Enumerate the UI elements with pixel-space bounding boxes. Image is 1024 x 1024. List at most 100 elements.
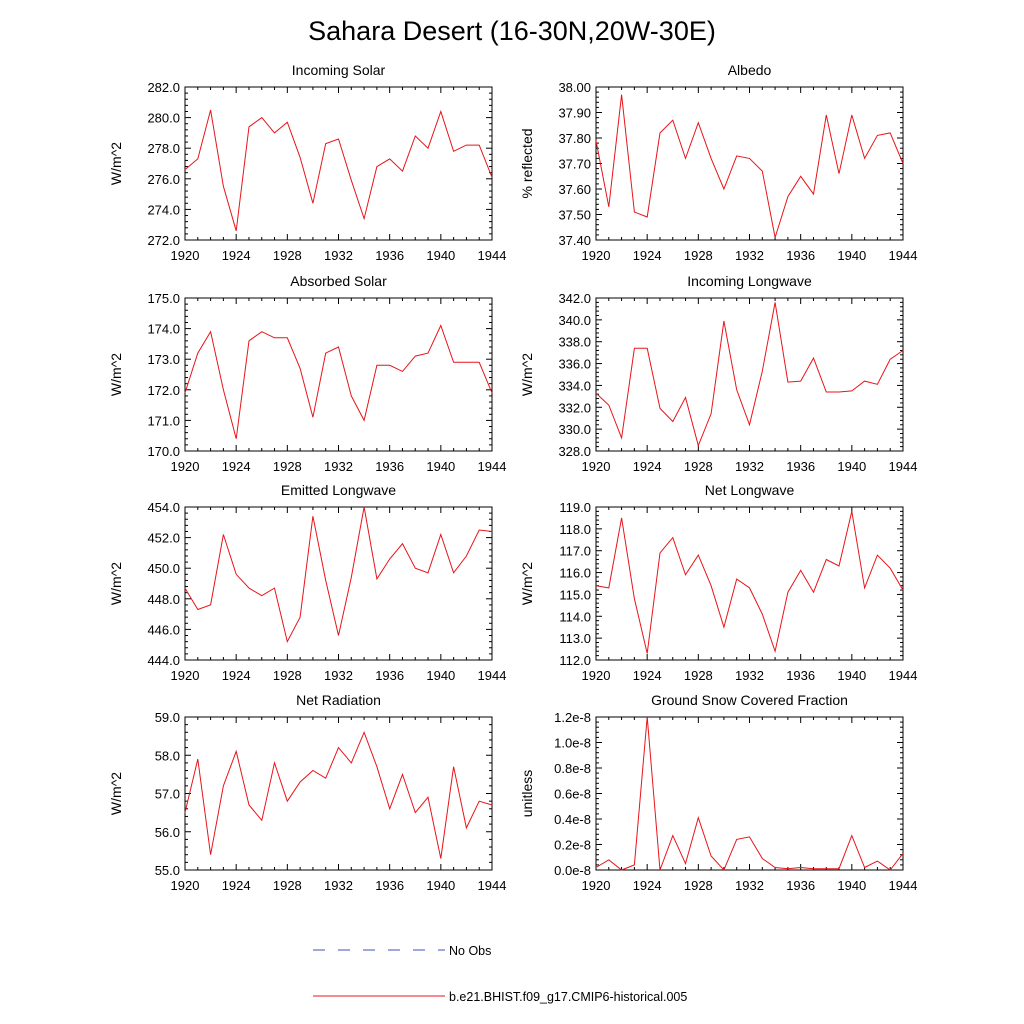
data-point-emitted-longwave (248, 587, 250, 589)
x-tick-label-absorbed-solar: 1932 (324, 459, 353, 474)
y-tick-label-albedo: 37.90 (558, 106, 591, 121)
x-tick-label-emitted-longwave: 1924 (222, 668, 251, 683)
data-point-emitted-longwave (287, 641, 289, 643)
y-tick-label-net-longwave: 113.0 (559, 631, 591, 646)
data-point-emitted-longwave (427, 572, 429, 574)
y-axis-label-absorbed-solar: W/m^2 (108, 353, 124, 396)
y-tick-label-absorbed-solar: 173.0 (147, 352, 180, 367)
data-point-absorbed-solar (427, 352, 429, 354)
plot-frame-albedo (595, 86, 904, 241)
data-point-albedo (595, 140, 597, 142)
data-point-net-longwave (659, 552, 661, 554)
data-point-incoming-longwave (710, 413, 712, 415)
data-point-emitted-longwave (184, 587, 186, 589)
data-point-net-radiation (325, 777, 327, 779)
data-point-incoming-longwave (608, 404, 610, 406)
series-line-ground-snow-covered-fraction (595, 716, 904, 871)
data-point-ground-snow-covered-fraction (902, 853, 904, 855)
y-tick-label-emitted-longwave: 448.0 (147, 592, 180, 607)
data-point-incoming-solar (363, 218, 365, 220)
x-tick-label-incoming-longwave: 1932 (735, 459, 764, 474)
data-point-incoming-longwave (723, 320, 725, 322)
data-point-emitted-longwave (261, 595, 263, 597)
data-point-incoming-longwave (749, 424, 751, 426)
data-point-emitted-longwave (197, 609, 199, 611)
panel-incoming-longwave: Incoming Longwave W/m^2 1920 1924 1928 1932 19… (519, 273, 917, 474)
data-point-net-radiation (338, 747, 340, 749)
x-tick-label-albedo: 1944 (889, 248, 918, 263)
y-tick-label-emitted-longwave: 454.0 (147, 500, 180, 515)
panel-title-ground-snow-covered-fraction: Ground Snow Covered Fraction (651, 692, 848, 708)
x-tick-label-emitted-longwave: 1944 (478, 668, 507, 683)
y-tick-label-absorbed-solar: 174.0 (147, 322, 180, 337)
data-point-net-radiation (350, 762, 352, 764)
data-point-net-longwave (825, 559, 827, 561)
data-point-albedo (736, 155, 738, 157)
data-point-ground-snow-covered-fraction (723, 869, 725, 871)
data-point-albedo (877, 135, 879, 137)
data-point-incoming-longwave (838, 391, 840, 393)
x-tick-label-incoming-longwave: 1920 (582, 459, 611, 474)
y-tick-label-ground-snow-covered-fraction: 1.2e-8 (554, 710, 591, 725)
data-point-emitted-longwave (312, 515, 314, 517)
data-point-ground-snow-covered-fraction (749, 836, 751, 838)
x-tick-label-incoming-longwave: 1924 (633, 459, 662, 474)
x-tick-label-net-longwave: 1944 (889, 668, 918, 683)
data-point-albedo (710, 158, 712, 160)
y-tick-label-incoming-longwave: 336.0 (558, 357, 591, 372)
data-point-absorbed-solar (210, 331, 212, 333)
data-point-net-radiation (184, 812, 186, 814)
data-point-emitted-longwave (402, 543, 404, 545)
data-point-ground-snow-covered-fraction (877, 860, 879, 862)
data-point-absorbed-solar (389, 365, 391, 367)
y-tick-label-incoming-solar: 274.0 (147, 202, 180, 217)
data-point-emitted-longwave (376, 578, 378, 580)
y-tick-label-ground-snow-covered-fraction: 0.0e-8 (554, 863, 591, 878)
x-tick-label-incoming-longwave: 1936 (786, 459, 815, 474)
data-point-incoming-solar (274, 132, 276, 134)
legend: No Obs b.e21.BHIST.f09_g17.CMIP6-histori… (313, 944, 687, 1004)
data-point-net-longwave (685, 574, 687, 576)
data-point-incoming-longwave (634, 347, 636, 349)
data-point-incoming-longwave (787, 381, 789, 383)
data-point-albedo (749, 158, 751, 160)
panel-absorbed-solar: Absorbed Solar W/m^2 1920 1924 1928 1932 1936 1… (108, 273, 506, 474)
y-tick-label-albedo: 37.40 (558, 233, 591, 248)
x-tick-label-net-longwave: 1924 (633, 668, 662, 683)
data-point-albedo (723, 188, 725, 190)
y-tick-label-emitted-longwave: 446.0 (147, 622, 180, 637)
y-tick-label-net-longwave: 116.0 (559, 566, 591, 581)
y-tick-label-incoming-longwave: 332.0 (558, 400, 591, 415)
data-point-absorbed-solar (350, 395, 352, 397)
panel-title-emitted-longwave: Emitted Longwave (281, 482, 396, 498)
data-point-net-longwave (813, 591, 815, 593)
data-point-net-radiation (210, 854, 212, 856)
data-point-emitted-longwave (363, 506, 365, 508)
data-point-incoming-solar (261, 117, 263, 119)
data-point-incoming-longwave (800, 380, 802, 382)
y-tick-label-net-longwave: 117.0 (559, 544, 591, 559)
panel-albedo: Albedo % reflected 1920 1924 1928 1932 1936 194… (519, 62, 917, 263)
data-point-incoming-longwave (825, 391, 827, 393)
panel-incoming-solar: Incoming Solar W/m^2 1920 1924 1928 1932 1936 1… (108, 62, 506, 263)
data-point-incoming-solar (350, 180, 352, 182)
data-point-absorbed-solar (312, 417, 314, 419)
x-tick-label-absorbed-solar: 1940 (426, 459, 455, 474)
data-point-absorbed-solar (325, 352, 327, 354)
data-point-emitted-longwave (299, 616, 301, 618)
series-line-net-longwave (595, 511, 904, 654)
data-point-emitted-longwave (453, 572, 455, 574)
series-line-net-radiation (184, 730, 493, 859)
y-axis-label-net-radiation: W/m^2 (108, 772, 124, 815)
data-point-ground-snow-covered-fraction (608, 859, 610, 861)
y-tick-label-albedo: 37.50 (558, 208, 591, 223)
x-tick-label-incoming-solar: 1920 (171, 248, 200, 263)
x-tick-label-ground-snow-covered-fraction: 1936 (786, 878, 815, 893)
data-point-absorbed-solar (402, 371, 404, 373)
data-point-net-longwave (634, 598, 636, 600)
x-tick-label-net-longwave: 1932 (735, 668, 764, 683)
x-tick-label-incoming-solar: 1928 (273, 248, 302, 263)
y-axis-label-incoming-solar: W/m^2 (108, 142, 124, 185)
data-point-ground-snow-covered-fraction (659, 869, 661, 871)
